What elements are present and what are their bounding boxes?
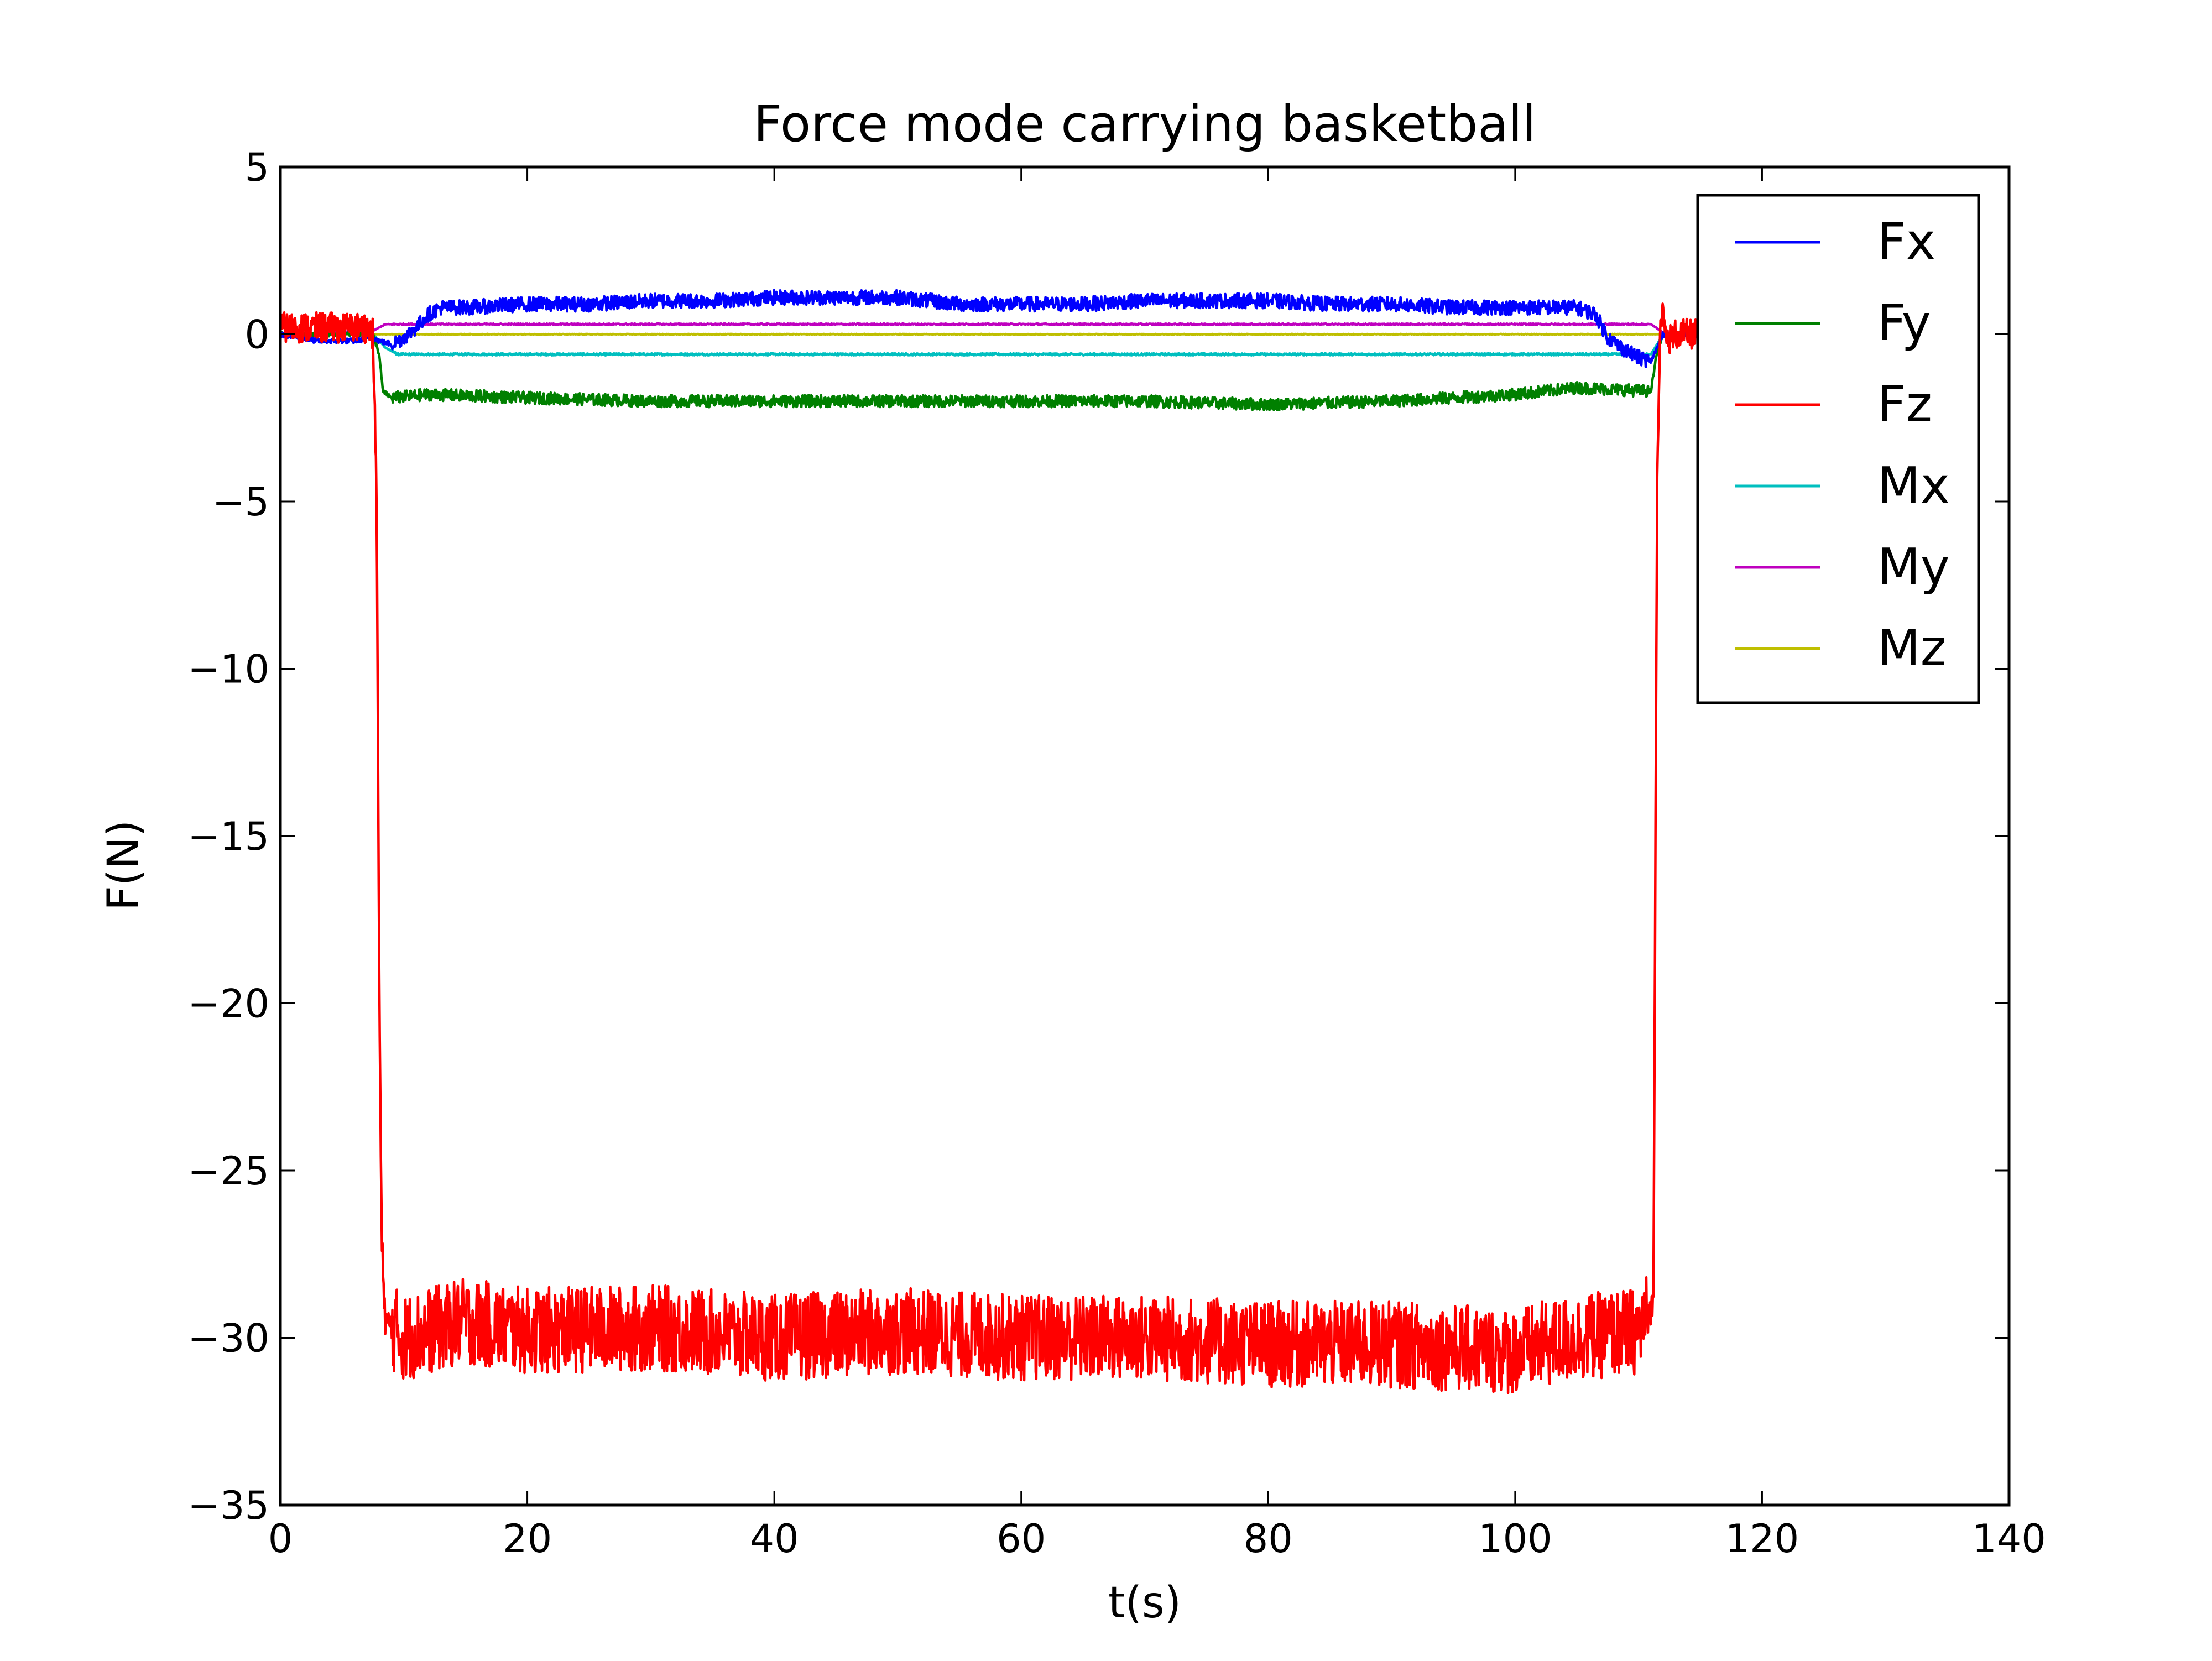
y-tick-label: −35 [187, 1483, 269, 1528]
y-tick-label: −25 [187, 1148, 269, 1194]
x-tick-label: 140 [1972, 1516, 2046, 1561]
y-tick-label: −20 [187, 981, 269, 1027]
chart-title: Force mode carrying basketball [753, 95, 1536, 153]
legend-label-my: My [1877, 538, 1950, 596]
series-layer [279, 289, 1702, 1394]
legend-label-mx: Mx [1877, 457, 1950, 515]
x-tick-label: 80 [1244, 1516, 1293, 1561]
y-tick-label: 5 [244, 145, 269, 190]
y-tick-label: −10 [187, 647, 269, 692]
series-line-my [279, 322, 1702, 336]
legend-box [1696, 194, 1980, 704]
x-tick-label: 20 [503, 1516, 552, 1561]
x-tick-label: 60 [997, 1516, 1046, 1561]
x-tick-label: 100 [1478, 1516, 1552, 1561]
series-line-fz [279, 302, 1702, 1394]
legend-label-fz: Fz [1877, 375, 1932, 433]
y-tick-label: −5 [212, 479, 269, 525]
legend: Fx Fy Fz Mx My Mz [1696, 194, 1980, 704]
x-tick-label: 40 [750, 1516, 799, 1561]
legend-label-mz: Mz [1877, 619, 1947, 677]
series-line-mz [279, 332, 1702, 336]
series-line-mx [279, 332, 1702, 357]
x-tick-label: 120 [1725, 1516, 1799, 1561]
legend-label-fx: Fx [1877, 213, 1936, 271]
series-line-fx [279, 289, 1702, 368]
y-axis-label: F(N) [99, 820, 149, 911]
y-tick-label: −15 [187, 814, 269, 859]
x-tick-label: 0 [268, 1516, 293, 1561]
series-line-fy [279, 331, 1702, 411]
legend-label-fy: Fy [1877, 294, 1931, 352]
x-axis-label: t(s) [1108, 1578, 1181, 1628]
ticks-layer: 0 20 40 60 80 100 120 140 5 0 −5 −10 −15 −20 −25 −30 −35 [187, 145, 2046, 1561]
y-tick-label: −30 [187, 1316, 269, 1361]
plot-frame [279, 165, 2011, 1507]
y-tick-label: 0 [244, 312, 269, 358]
